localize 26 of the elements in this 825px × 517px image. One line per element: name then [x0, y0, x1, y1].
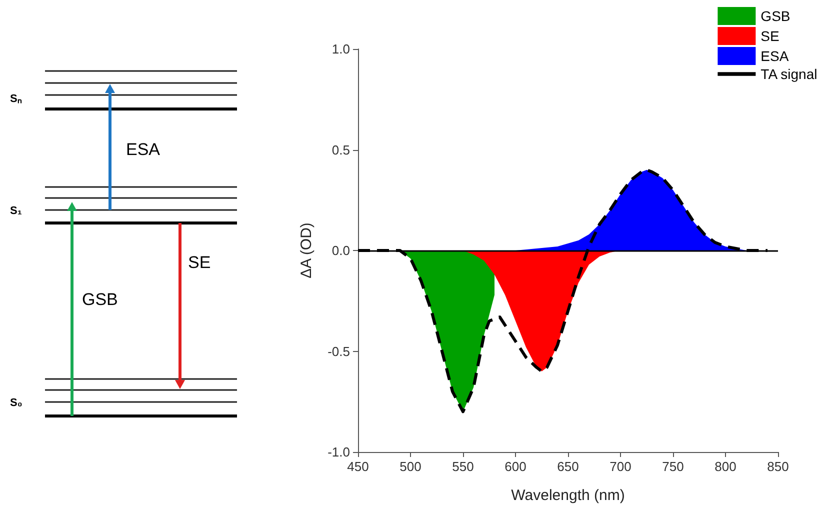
text: Sₙ	[10, 93, 22, 105]
x-tick-label: 700	[610, 459, 632, 474]
x-tick-label: 600	[504, 459, 526, 474]
y-tick-label: 0.0	[332, 243, 350, 258]
x-tick-label: 650	[557, 459, 579, 474]
x-tick-label: 800	[714, 459, 736, 474]
legend-label: GSB	[760, 8, 790, 24]
y-axis-title: ΔA (OD)	[298, 222, 315, 278]
y-tick-label: -0.5	[328, 344, 350, 359]
legend-label: SE	[760, 28, 780, 44]
y-tick-label: -1.0	[328, 444, 350, 460]
legend-label: ESA	[760, 48, 790, 64]
x-tick-label: 850	[767, 459, 789, 474]
y-tick-label: 0.5	[332, 142, 350, 158]
x-axis-title: Wavelength (nm)	[511, 487, 625, 504]
text: SE	[188, 253, 211, 272]
x-tick-label: 550	[452, 459, 474, 474]
text: S₀	[10, 397, 22, 409]
x-tick-label: 450	[347, 459, 369, 474]
x-tick-label: 500	[400, 459, 422, 474]
legend-label: TA signal	[760, 66, 818, 82]
x-tick-label: 750	[662, 459, 684, 474]
y-tick-label: 1.0	[332, 42, 350, 56]
text: ESA	[126, 140, 161, 159]
text: S₁	[10, 205, 22, 217]
text: GSB	[82, 290, 118, 309]
